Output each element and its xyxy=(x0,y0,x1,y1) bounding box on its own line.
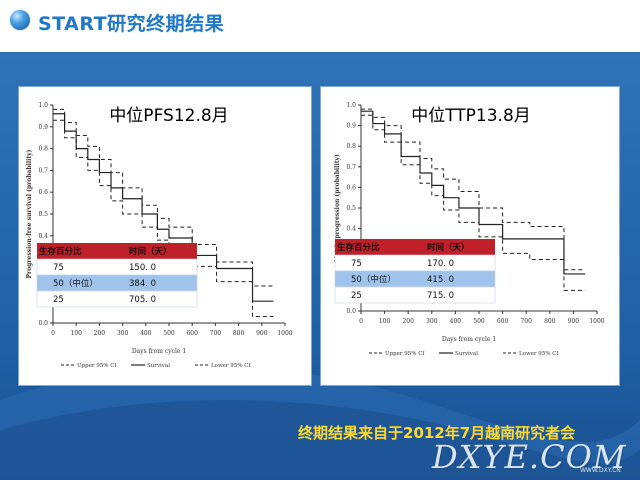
legend-label: Lower 95% CI xyxy=(519,351,559,357)
x-tick-label: 400 xyxy=(450,318,462,325)
x-tick-label: 0 xyxy=(51,330,55,337)
legend-label: Survival xyxy=(147,363,170,369)
table-header-cell: 时间（天） xyxy=(427,242,470,253)
x-tick-label: 600 xyxy=(497,318,509,325)
y-axis-label: Progression-free survival (probability) xyxy=(26,149,33,278)
x-tick-label: 900 xyxy=(568,318,580,325)
table-header-bg xyxy=(37,243,197,259)
table-row-bg xyxy=(36,290,198,308)
watermark: DXYE.COM xyxy=(432,438,627,476)
x-tick-label: 900 xyxy=(256,330,268,337)
table-cell: 150. 0 xyxy=(129,263,156,273)
chart-headline: 中位PFS12.8月 xyxy=(109,106,228,126)
x-tick-label: 400 xyxy=(140,330,152,337)
slide-header: START研究终期结果 xyxy=(0,0,640,52)
x-tick-label: 700 xyxy=(210,330,222,337)
legend-label: Survival xyxy=(455,351,478,357)
y-tick-label: 0.9 xyxy=(346,123,356,130)
y-tick-label: 0.6 xyxy=(346,184,356,191)
x-tick-label: 0 xyxy=(359,318,363,325)
table-cell: 25 xyxy=(351,291,362,301)
x-axis-label: Days from cycle 1 xyxy=(132,348,186,355)
table-cell: 705. 0 xyxy=(129,295,156,305)
table-cell: 50（中位） xyxy=(351,274,396,285)
series-line-1 xyxy=(53,113,274,302)
y-tick-label: 1.0 xyxy=(346,102,356,109)
series-line-2 xyxy=(53,119,274,317)
table-cell: 75 xyxy=(351,259,362,269)
table-cell: 715. 0 xyxy=(427,291,454,301)
y-tick-label: 0.6 xyxy=(38,189,48,196)
y-tick-label: 0.0 xyxy=(346,308,356,315)
x-tick-label: 100 xyxy=(379,318,391,325)
table-cell: 384. 0 xyxy=(129,279,156,289)
x-tick-label: 300 xyxy=(426,318,438,325)
table-cell: 170. 0 xyxy=(427,259,454,269)
x-tick-label: 800 xyxy=(233,330,245,337)
x-tick-label: 1000 xyxy=(589,318,604,325)
x-tick-label: 200 xyxy=(94,330,106,337)
y-tick-label: 0.8 xyxy=(38,146,48,153)
x-tick-label: 500 xyxy=(473,318,485,325)
table-header-cell: 生存百分比 xyxy=(337,242,380,253)
series-line-1 xyxy=(361,110,586,275)
pfs-km-chart: 0.00.10.20.30.40.50.60.70.80.91.00100200… xyxy=(26,102,293,369)
slide-title: START研究终期结果 xyxy=(38,13,225,35)
pfs-chart-panel: 0.00.10.20.30.40.50.60.70.80.91.00100200… xyxy=(18,86,312,386)
y-tick-label: 0.7 xyxy=(38,167,48,174)
watermark-url: WWW.DXY.CN xyxy=(580,467,621,474)
y-tick-label: 0.8 xyxy=(346,143,356,150)
legend-label: Upper 95% CI xyxy=(77,363,117,369)
x-tick-label: 500 xyxy=(163,330,175,337)
y-tick-label: 0.9 xyxy=(38,124,48,131)
y-tick-label: 0.5 xyxy=(346,205,356,212)
wave-decoration xyxy=(0,366,640,480)
table-header-bg xyxy=(335,239,495,255)
x-axis-label: Days from cycle 1 xyxy=(442,336,496,343)
y-tick-label: 0.4 xyxy=(346,226,356,233)
y-tick-label: 1.0 xyxy=(38,102,48,109)
x-tick-label: 200 xyxy=(402,318,414,325)
x-tick-label: 800 xyxy=(544,318,556,325)
y-tick-label: 0.5 xyxy=(38,211,48,218)
table-cell: 75 xyxy=(53,263,64,273)
table-row-bg xyxy=(334,286,496,304)
table-cell: 25 xyxy=(53,295,64,305)
y-axis-label: Not to progression (probability) xyxy=(334,154,341,262)
chart-headline: 中位TTP13.8月 xyxy=(411,106,531,126)
table-header-cell: 时间（天） xyxy=(129,246,172,257)
ttp-chart-panel: 0.00.10.20.30.40.50.60.70.80.91.00100200… xyxy=(320,86,620,386)
x-tick-label: 300 xyxy=(117,330,129,337)
series-line-2 xyxy=(361,114,586,291)
table-cell: 50（中位） xyxy=(53,278,98,289)
y-tick-label: 0.7 xyxy=(346,164,356,171)
table-cell: 415. 0 xyxy=(427,275,454,285)
ttp-km-chart: 0.00.10.20.30.40.50.60.70.80.91.00100200… xyxy=(334,102,605,357)
table-header-cell: 生存百分比 xyxy=(39,246,82,257)
y-tick-label: 0.4 xyxy=(38,233,48,240)
x-tick-label: 1000 xyxy=(277,330,292,337)
x-tick-label: 600 xyxy=(186,330,198,337)
legend-label: Upper 95% CI xyxy=(385,351,425,357)
x-tick-label: 700 xyxy=(520,318,532,325)
legend-label: Lower 95% CI xyxy=(211,363,251,369)
x-tick-label: 100 xyxy=(70,330,82,337)
source-caption: 终期结果来自于2012年7月越南研究者会 xyxy=(298,424,576,442)
bullet-icon xyxy=(10,10,30,30)
y-tick-label: 0.0 xyxy=(38,320,48,327)
